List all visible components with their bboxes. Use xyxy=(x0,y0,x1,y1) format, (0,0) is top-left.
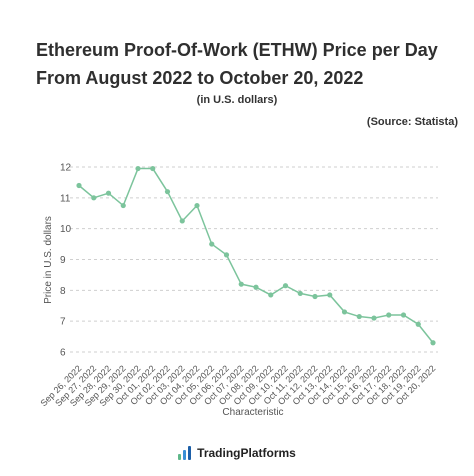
y-tick-label: 6 xyxy=(60,348,66,359)
footer-brand: TradingPlatforms xyxy=(0,446,474,460)
data-point xyxy=(297,290,303,297)
data-point xyxy=(268,292,274,298)
data-point xyxy=(223,252,230,258)
y-tick-label: 11 xyxy=(60,193,71,204)
data-point xyxy=(400,312,407,318)
data-point xyxy=(327,292,333,298)
chart-source: (Source: Statista) xyxy=(366,116,458,128)
data-point xyxy=(386,312,392,318)
data-point xyxy=(356,313,362,320)
y-tick-label: 10 xyxy=(60,224,72,235)
series-points xyxy=(76,165,436,346)
y-axis-label: Price in U.S. dollars xyxy=(43,216,54,304)
y-tick-label: 9 xyxy=(60,255,66,266)
data-point xyxy=(430,340,436,346)
data-point xyxy=(282,283,289,289)
bar-chart-logo-icon xyxy=(178,446,192,460)
data-point xyxy=(415,321,421,327)
y-tick-label: 12 xyxy=(60,163,72,174)
data-point xyxy=(76,182,82,189)
data-point xyxy=(135,165,141,172)
y-tick-label: 8 xyxy=(60,286,66,297)
data-point xyxy=(371,315,377,321)
y-axis: 6 7 8 9 10 11 12 xyxy=(60,163,72,359)
data-point xyxy=(150,165,156,172)
data-point xyxy=(91,195,97,201)
data-point xyxy=(120,202,126,209)
data-point xyxy=(341,309,348,315)
series-line xyxy=(78,167,434,344)
data-point xyxy=(194,202,200,209)
series-line-path xyxy=(78,167,434,344)
y-tick-label: 7 xyxy=(60,317,66,328)
data-point xyxy=(238,281,244,287)
chart-subtitle: (in U.S. dollars) xyxy=(196,94,278,106)
data-point xyxy=(179,218,185,224)
x-axis-label: Characteristic xyxy=(222,407,283,418)
data-point xyxy=(105,190,112,196)
data-point xyxy=(209,241,215,247)
data-point xyxy=(164,189,171,195)
data-point xyxy=(312,293,318,300)
chart-title: Ethereum Proof-Of-Work (ETHW) Price per … xyxy=(36,40,438,88)
footer-brand-name: TradingPlatforms xyxy=(197,446,296,460)
data-point xyxy=(253,284,259,290)
chart-grid xyxy=(70,166,438,353)
